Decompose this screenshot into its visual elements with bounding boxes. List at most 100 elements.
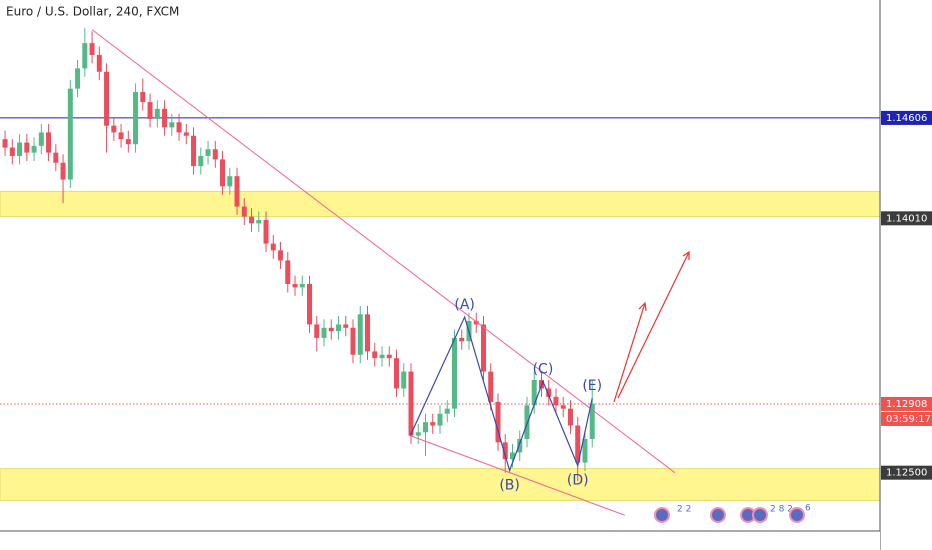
- candle-body: [147, 102, 153, 119]
- candle-body: [104, 71, 110, 126]
- price-label: 1.12500: [886, 468, 927, 479]
- candle-body: [125, 139, 131, 145]
- candle-body: [488, 371, 494, 402]
- price-label-box: [881, 110, 932, 125]
- event-icons: 2 2 2 8 2 6: [654, 504, 811, 523]
- candle-body: [365, 314, 371, 352]
- candle-body: [176, 122, 182, 133]
- candle-body: [169, 122, 175, 128]
- arrow: [617, 250, 690, 399]
- candle-body: [118, 132, 124, 140]
- candle-body: [82, 43, 88, 69]
- candle-body: [444, 408, 450, 414]
- candle-body: [31, 145, 37, 153]
- candle-body: [437, 413, 443, 426]
- candle-body: [256, 220, 262, 224]
- candles: [2, 27, 595, 482]
- candle-body: [423, 422, 429, 433]
- candle-body: [408, 371, 414, 436]
- candle-body: [473, 321, 479, 325]
- drawings: (A) (B) (C) (D) (E): [91, 29, 676, 516]
- candle-body: [582, 438, 588, 463]
- event-count: 2 8 2: [770, 505, 793, 515]
- candle-body: [509, 452, 515, 460]
- trendline: [91, 29, 676, 474]
- candle-body: [589, 403, 595, 439]
- lines: [0, 117, 880, 405]
- price-label-box: [881, 396, 932, 411]
- candle-body: [2, 139, 8, 148]
- candle-body: [205, 149, 211, 156]
- candle-body: [451, 337, 457, 409]
- candle-body: [372, 351, 378, 359]
- candle-body: [531, 380, 537, 406]
- pattern-label: (C): [533, 361, 554, 377]
- candle-body: [546, 388, 552, 397]
- candle-body: [133, 91, 139, 145]
- candle-body: [140, 91, 146, 103]
- event-count: 6: [805, 504, 811, 514]
- pattern-label: (B): [499, 477, 520, 493]
- candle-body: [241, 206, 247, 217]
- candle-body: [430, 422, 436, 426]
- chart-title: Euro / U.S. Dollar, 240, FXCM: [6, 5, 179, 19]
- candle-body: [524, 405, 530, 439]
- event-count: 2 2: [677, 505, 691, 515]
- candle-body: [249, 216, 255, 224]
- candle-body: [415, 432, 421, 436]
- price-axis: [880, 0, 932, 550]
- candle-body: [75, 68, 81, 89]
- event-icon[interactable]: [752, 507, 768, 523]
- price-label: 1.12908: [886, 399, 927, 410]
- candle-body: [292, 284, 298, 288]
- event-icon[interactable]: [789, 507, 805, 523]
- candle-body: [560, 405, 566, 409]
- candle-body: [357, 314, 363, 355]
- countdown: 03:59:17: [886, 414, 931, 425]
- zone: [0, 190, 881, 218]
- candle-body: [502, 442, 508, 460]
- candle-body: [321, 327, 327, 338]
- axes: 1.14606 1.14010 1.12908 03:59:17 1.12500: [881, 110, 932, 480]
- price-label-box: [881, 211, 932, 226]
- time-axis: [0, 531, 880, 550]
- candle-body: [350, 327, 356, 355]
- candle-body: [89, 43, 95, 55]
- candle-body: [191, 135, 197, 167]
- event-icon[interactable]: [654, 507, 670, 523]
- candle-body: [154, 108, 160, 119]
- candle-body: [567, 408, 573, 426]
- candle-body: [459, 337, 465, 342]
- candle-body: [183, 132, 189, 136]
- candle-body: [307, 284, 313, 325]
- price-label: 1.14010: [886, 213, 927, 224]
- candle-body: [53, 152, 59, 163]
- zone: [0, 468, 881, 501]
- candle-body: [227, 176, 233, 187]
- candle-body: [575, 425, 581, 463]
- candle-body: [495, 401, 501, 443]
- candle-body: [263, 220, 269, 244]
- candle-body: [111, 125, 117, 133]
- countdown-box: [881, 411, 932, 426]
- candle-body: [299, 284, 305, 288]
- price-label: 1.14606: [886, 113, 927, 124]
- candle-body: [9, 147, 15, 156]
- zones: [0, 190, 881, 501]
- candle-body: [285, 260, 291, 285]
- event-icon[interactable]: [710, 507, 726, 523]
- candle-body: [67, 88, 73, 180]
- candle-body: [270, 243, 276, 251]
- candle-body: [162, 108, 168, 128]
- candle-body: [553, 396, 559, 406]
- candle-body: [24, 142, 30, 153]
- candle-body: [343, 324, 349, 328]
- candle-body: [336, 324, 342, 332]
- candle-body: [220, 159, 226, 187]
- candle-body: [212, 149, 218, 160]
- candle-body: [17, 142, 23, 156]
- candle-body: [517, 438, 523, 453]
- pattern-label: (A): [454, 297, 475, 313]
